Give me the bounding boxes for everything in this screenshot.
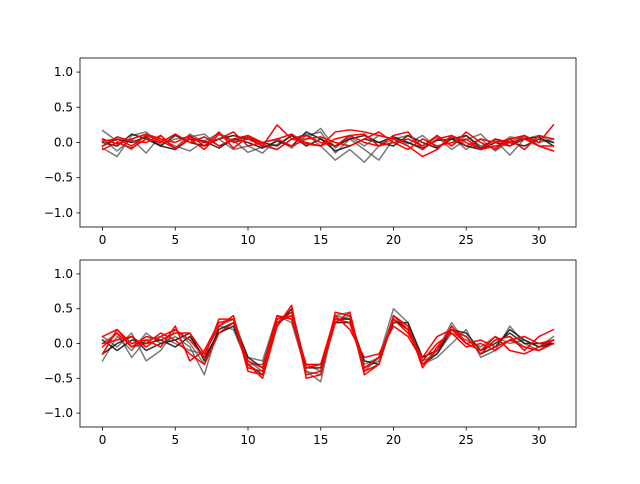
series-line-7: [101, 311, 555, 376]
series-line-9: [101, 314, 555, 369]
x-tick-label: 0: [99, 433, 107, 447]
x-tick-label: 5: [171, 233, 179, 247]
y-tick-label: 0.5: [54, 100, 73, 114]
series-group: [101, 304, 555, 383]
x-tick-label: 15: [313, 233, 328, 247]
x-tick-label: 0: [99, 233, 107, 247]
y-tick-label: −1.0: [44, 206, 73, 220]
x-tick-label: 10: [240, 233, 255, 247]
y-tick-label: −1.0: [44, 406, 73, 420]
x-tick-label: 5: [171, 433, 179, 447]
y-tick-label: 0.5: [54, 302, 73, 316]
subplot-1: 0 5 10 15 20 25 30 −1.0 −0.5 0.0 0.5 1.0: [44, 57, 577, 247]
y-tick-label: 0.0: [54, 337, 73, 351]
y-tick-label: 1.0: [54, 267, 73, 281]
y-tick-label: −0.5: [44, 371, 73, 385]
y-tick-label: −0.5: [44, 171, 73, 185]
series-line-9: [101, 131, 555, 151]
y-tick-label: 1.0: [54, 65, 73, 79]
x-tick-label: 25: [459, 233, 474, 247]
x-tick-label: 25: [459, 433, 474, 447]
x-tick-label: 20: [386, 233, 401, 247]
x-tick-label: 10: [240, 433, 255, 447]
subplot-2: 0 5 10 15 20 25 30 −1.0 −0.5 0.0 0.5 1.0: [44, 259, 577, 447]
series-line-8: [101, 131, 555, 151]
x-tick-label: 20: [386, 433, 401, 447]
x-tick-label: 30: [531, 233, 546, 247]
x-tick-label: 15: [313, 433, 328, 447]
x-tick-label: 30: [531, 433, 546, 447]
series-group: [101, 123, 555, 163]
y-tick-label: 0.0: [54, 136, 73, 150]
